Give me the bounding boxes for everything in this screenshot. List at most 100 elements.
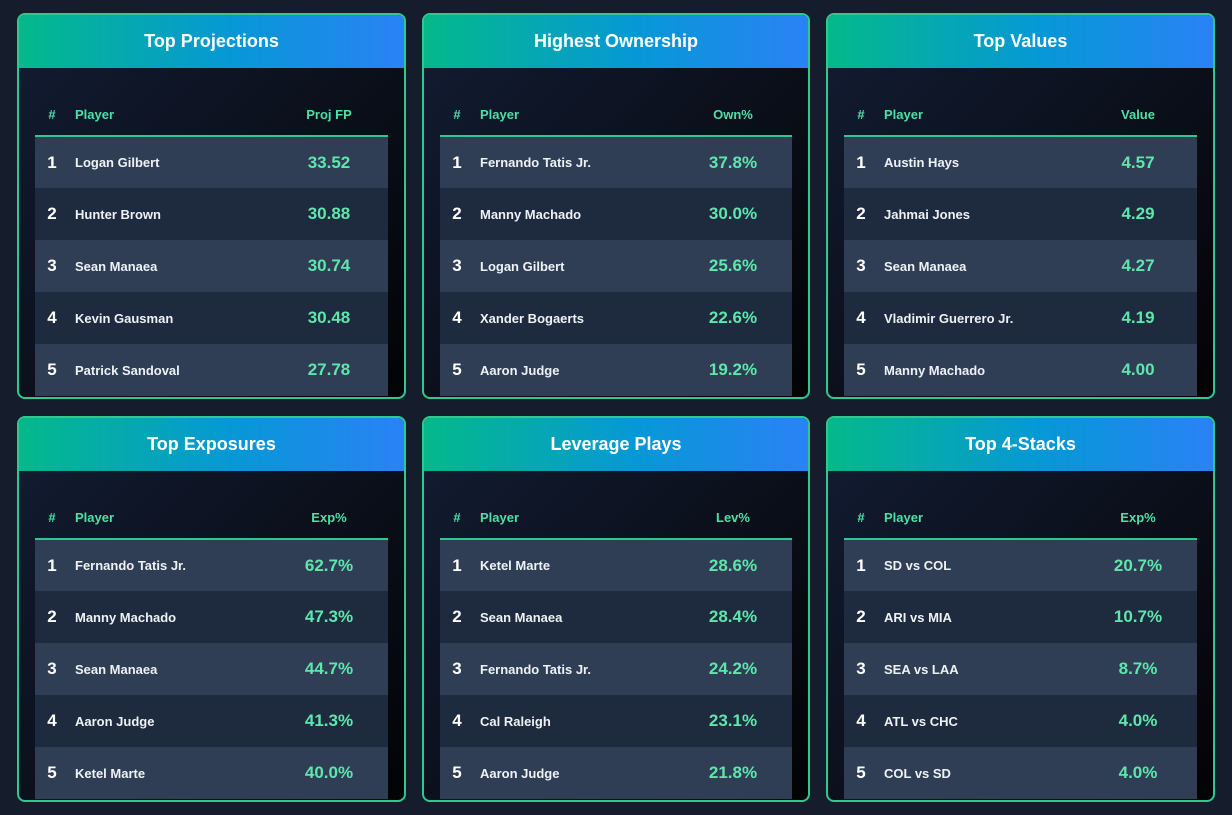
panel-title: Top 4-Stacks (828, 418, 1213, 471)
rank-cell: 3 (452, 256, 462, 275)
value-cell: 4.00 (1121, 360, 1155, 379)
rank-cell: 3 (47, 256, 57, 275)
rank-column-header: # (440, 487, 472, 540)
table-row: 3 Sean Manaea 30.74 (35, 240, 388, 292)
value-column-header: Exp% (278, 487, 388, 540)
value-cell: 33.52 (307, 152, 351, 172)
rank-cell: 2 (452, 607, 462, 626)
rank-cell: 2 (47, 204, 57, 223)
rank-cell: 4 (47, 711, 57, 730)
panel-body: # Player Own% 1 Fernando Tatis Jr. 37.8% 2… (424, 68, 808, 396)
table-row: 4 Aaron Judge 41.3% (35, 695, 388, 747)
table-row: 2 Manny Machado 47.3% (35, 591, 388, 643)
leaderboard-table: # Player Lev% 1 Ketel Marte 28.6% 2 Sean Ma… (440, 487, 792, 799)
value-cell: 27.78 (307, 360, 351, 379)
table-row: 2 Sean Manaea 28.4% (440, 591, 792, 643)
table-row: 5 Aaron Judge 19.2% (440, 344, 792, 396)
value-cell: 47.3% (304, 607, 354, 626)
player-cell: Aaron Judge (480, 362, 560, 378)
table-row: 3 Fernando Tatis Jr. 24.2% (440, 643, 792, 695)
table-row: 1 Austin Hays 4.57 (844, 136, 1197, 188)
rank-cell: 5 (856, 360, 866, 379)
table-row: 1 SD vs COL 20.7% (844, 539, 1197, 591)
value-column-header: Exp% (1087, 487, 1197, 540)
player-cell: Manny Machado (480, 206, 582, 222)
player-column-header: Player (67, 487, 278, 540)
rank-cell: 1 (452, 555, 462, 575)
table-row: 4 ATL vs CHC 4.0% (844, 695, 1197, 747)
table-row: 1 Fernando Tatis Jr. 62.7% (35, 539, 388, 591)
panel-body: # Player Lev% 1 Ketel Marte 28.6% 2 Sean Ma… (424, 471, 808, 799)
rank-cell: 2 (856, 607, 866, 626)
rank-cell: 1 (47, 152, 57, 172)
leaderboard-table: # Player Exp% 1 Fernando Tatis Jr. 62.7% 2… (35, 487, 388, 799)
table-row: 1 Logan Gilbert 33.52 (35, 136, 388, 188)
table-header-row: # Player Value (844, 84, 1197, 137)
value-cell: 21.8% (708, 763, 758, 782)
value-cell: 23.1% (708, 711, 758, 730)
value-cell: 28.4% (708, 607, 758, 626)
leaderboard-table: # Player Value 1 Austin Hays 4.57 2 Jahmai … (844, 84, 1197, 396)
value-cell: 4.19 (1121, 308, 1155, 327)
value-cell: 24.2% (708, 659, 758, 678)
panel-highest-ownership: Highest Ownership # Player Own% 1 Fernand… (422, 13, 810, 399)
player-column-header: Player (472, 487, 682, 540)
value-cell: 4.0% (1118, 711, 1158, 730)
panel-top-projections: Top Projections # Player Proj FP 1 Logan … (17, 13, 406, 399)
player-column-header: Player (876, 84, 1087, 137)
player-cell: Xander Bogaerts (480, 310, 585, 326)
player-cell: Ketel Marte (480, 558, 551, 573)
player-column-header: Player (876, 487, 1087, 540)
rank-cell: 5 (47, 360, 57, 379)
table-row: 4 Kevin Gausman 30.48 (35, 292, 388, 344)
panel-title: Highest Ownership (424, 15, 808, 68)
value-cell: 22.6% (708, 308, 758, 327)
player-cell: Jahmai Jones (884, 206, 970, 222)
player-column-header: Player (67, 84, 278, 137)
rank-cell: 3 (856, 659, 866, 678)
table-header-row: # Player Proj FP (35, 84, 388, 137)
rank-cell: 1 (452, 152, 462, 172)
player-column-header: Player (472, 84, 682, 137)
value-cell: 28.6% (708, 555, 758, 575)
rank-column-header: # (440, 84, 472, 137)
value-cell: 25.6% (708, 256, 758, 275)
table-header-row: # Player Lev% (440, 487, 792, 540)
panel-title: Leverage Plays (424, 418, 808, 471)
rank-cell: 5 (856, 763, 866, 782)
panel-body: # Player Proj FP 1 Logan Gilbert 33.52 2 Hu… (19, 68, 404, 396)
value-column-header: Value (1087, 84, 1197, 137)
table-row: 4 Vladimir Guerrero Jr. 4.19 (844, 292, 1197, 344)
table-header-row: # Player Exp% (35, 487, 388, 540)
rank-cell: 1 (47, 555, 57, 575)
value-column-header: Proj FP (278, 84, 388, 137)
panel-top-exposures: Top Exposures # Player Exp% 1 Fernando Ta… (17, 416, 406, 802)
player-cell: Logan Gilbert (480, 258, 565, 274)
panel-top-4-stacks: Top 4-Stacks # Player Exp% 1 SD vs COL 20.… (826, 416, 1215, 802)
player-cell: Sean Manaea (480, 609, 563, 625)
player-cell: Sean Manaea (75, 661, 158, 677)
table-row: 2 ARI vs MIA 10.7% (844, 591, 1197, 643)
player-cell: Fernando Tatis Jr. (75, 558, 187, 573)
value-cell: 4.57 (1121, 152, 1155, 172)
panel-leverage-plays: Leverage Plays # Player Lev% 1 Ketel Mart… (422, 416, 810, 802)
table-row: 2 Hunter Brown 30.88 (35, 188, 388, 240)
value-column-header: Own% (682, 84, 792, 137)
player-cell: Sean Manaea (884, 258, 967, 274)
player-cell: Sean Manaea (75, 258, 158, 274)
stack-cell: SEA vs LAA (884, 661, 959, 677)
panel-body: # Player Value 1 Austin Hays 4.57 2 Jahmai … (828, 68, 1213, 396)
value-cell: 30.74 (307, 256, 351, 275)
rank-cell: 4 (47, 308, 57, 327)
player-cell: Cal Raleigh (480, 713, 551, 729)
panel-top-values: Top Values # Player Value 1 Austin Hays 4.… (826, 13, 1215, 399)
value-cell: 20.7% (1113, 555, 1163, 575)
table-row: 2 Manny Machado 30.0% (440, 188, 792, 240)
table-header-row: # Player Own% (440, 84, 792, 137)
player-cell: Patrick Sandoval (75, 362, 180, 378)
player-cell: Aaron Judge (480, 765, 560, 781)
rank-cell: 1 (856, 152, 866, 172)
player-cell: Aaron Judge (75, 713, 155, 729)
panel-title: Top Values (828, 15, 1213, 68)
value-cell: 10.7% (1113, 607, 1163, 626)
